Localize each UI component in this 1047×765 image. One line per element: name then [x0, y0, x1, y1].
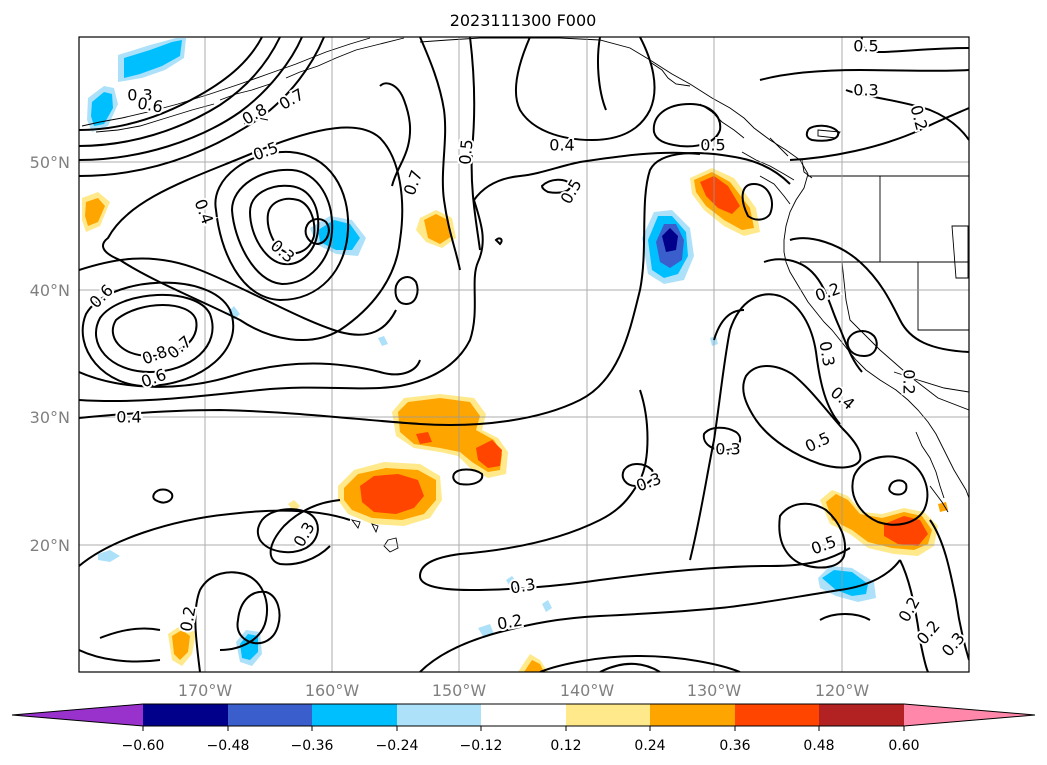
colorbar-extend-left — [12, 704, 143, 726]
colorbar-tick-label: 0.60 — [888, 738, 919, 754]
contour-label: 0.4 — [549, 136, 574, 155]
contour-label: 0.8 — [239, 100, 271, 129]
contour-label: 0.5 — [455, 138, 476, 165]
contour-label: 0.5 — [250, 138, 280, 165]
contour-label: 0.3 — [127, 86, 152, 105]
colorbar-tick-label: −0.24 — [376, 738, 419, 754]
colorbar-segment-6 — [566, 704, 650, 726]
contour-label: 0.3 — [715, 440, 740, 459]
lat-label-20n: 20°N — [30, 536, 70, 555]
lon-label-170w: 170°W — [178, 681, 233, 700]
map-title: 2023111300 F000 — [450, 11, 597, 30]
colorbar-segment-3 — [312, 704, 397, 726]
colorbar-segment-7 — [650, 704, 735, 726]
colorbar-segment-5 — [481, 704, 566, 726]
colorbar-segment-9 — [819, 704, 904, 726]
contour-label: 0.3 — [853, 81, 878, 100]
coastlines — [81, 37, 969, 553]
contour-label: 0.2 — [496, 610, 524, 633]
contour-label: 0.7 — [400, 167, 427, 197]
colorbar: −0.60 −0.48 −0.36 −0.24 −0.12 0.12 0.24 … — [11, 703, 1036, 754]
colorbar-segment-4 — [397, 704, 481, 726]
lat-label-40n: 40°N — [30, 281, 70, 300]
contour-label: 0.3 — [267, 236, 299, 267]
contour-label: 0.3 — [633, 469, 663, 496]
colorbar-tick-label: 0.24 — [634, 738, 665, 754]
lon-label-120w: 120°W — [815, 681, 870, 700]
colorbar-tick-label: 0.36 — [719, 738, 750, 754]
contour-label: 0.5 — [700, 136, 725, 155]
colorbar-extend-right — [904, 704, 1035, 726]
contour-label: 0.3 — [815, 340, 838, 368]
colorbar-segment-8 — [735, 704, 819, 726]
contour-label: 0.3 — [938, 629, 969, 661]
lat-label-50n: 50°N — [30, 153, 70, 172]
latitude-labels: 50°N 40°N 30°N 20°N — [30, 153, 70, 555]
contour-label: 0.4 — [191, 196, 218, 226]
contour-label: 0.5 — [853, 37, 878, 56]
lon-label-150w: 150°W — [432, 681, 487, 700]
longitude-labels: 170°W 160°W 150°W 140°W 130°W 120°W — [178, 681, 870, 700]
contour-label: 0.6 — [136, 93, 164, 116]
lon-label-130w: 130°W — [687, 681, 742, 700]
colorbar-segment-2 — [228, 704, 312, 726]
lon-label-140w: 140°W — [560, 681, 615, 700]
graticule — [79, 37, 969, 672]
colorbar-tick-label: 0.48 — [803, 738, 834, 754]
contour-label: 0.2 — [895, 594, 924, 626]
colorbar-tick-label: −0.12 — [460, 738, 503, 754]
colorbar-tick-label: −0.48 — [207, 738, 250, 754]
contour-label: 0.4 — [116, 408, 141, 427]
contour-label: 0.3 — [290, 519, 319, 551]
lon-label-160w: 160°W — [305, 681, 360, 700]
colorbar-tick-label: −0.36 — [291, 738, 334, 754]
contour-label: 0.2 — [906, 103, 931, 133]
colorbar-tick-label: 0.12 — [550, 738, 581, 754]
contour-label: 0.2 — [812, 279, 842, 306]
contour-lines — [79, 37, 969, 672]
contour-label: 0.3 — [509, 574, 537, 597]
colorbar-segment-1 — [143, 704, 228, 726]
contour-label: 0.4 — [827, 383, 859, 414]
map-frame — [78, 36, 970, 673]
contour-label: 0.5 — [808, 532, 838, 559]
colorbar-tick-label: −0.60 — [122, 738, 165, 754]
contour-label: 0.2 — [900, 369, 919, 394]
lat-label-30n: 30°N — [30, 408, 70, 427]
contour-label: 0.5 — [802, 428, 833, 456]
contour-label: 0.7 — [276, 85, 308, 114]
